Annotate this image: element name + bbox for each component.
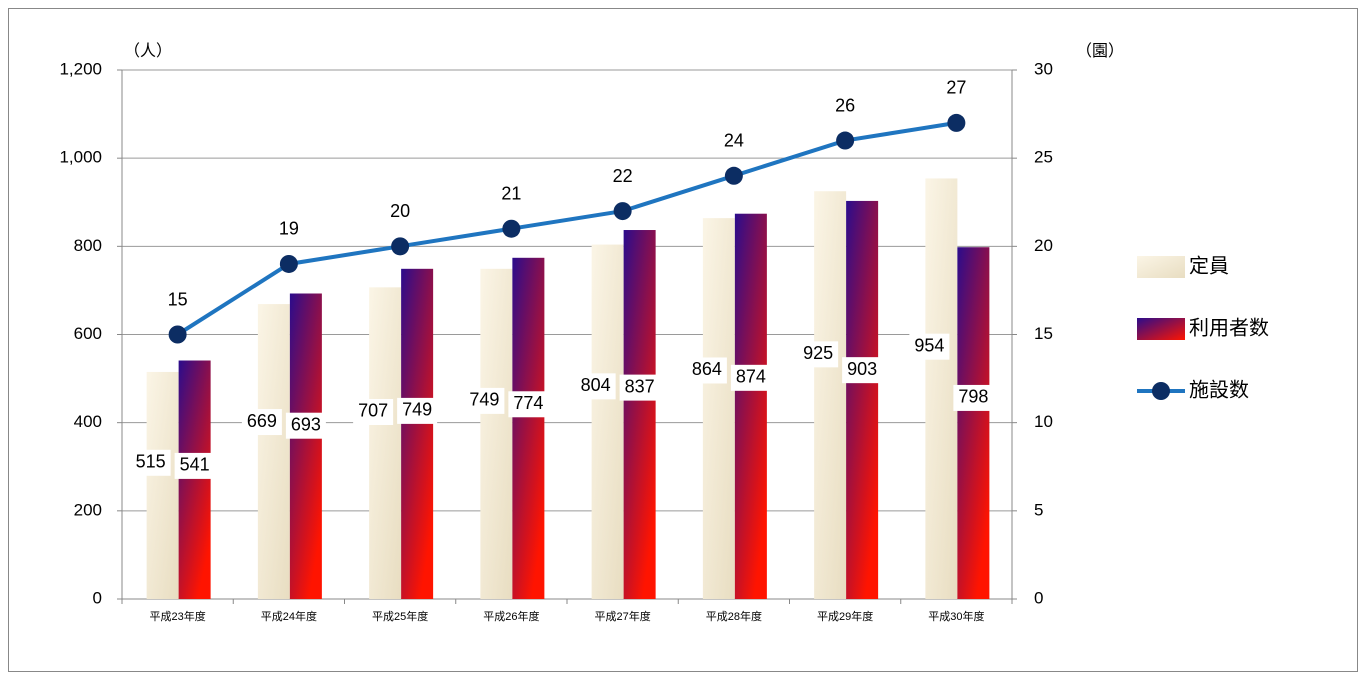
value-label-bg	[798, 341, 839, 368]
value-label: 22	[613, 166, 633, 186]
value-label: 27	[946, 78, 966, 98]
legend-marker	[1152, 382, 1170, 400]
value-label-bg	[619, 374, 660, 401]
x-tick-label: 平成29年度	[817, 609, 873, 623]
value-label-bg	[842, 357, 883, 384]
x-tick-label: 平成25年度	[372, 609, 428, 623]
legend-swatch	[1137, 318, 1185, 340]
y-tick-label: 800	[74, 236, 102, 255]
y2-tick-label: 25	[1034, 148, 1053, 167]
legend-swatch	[1137, 256, 1185, 278]
line-marker	[613, 202, 632, 221]
value-label-bg	[174, 452, 215, 479]
line-marker	[279, 254, 298, 273]
y-tick-label: 600	[74, 324, 102, 343]
value-label-bg	[353, 398, 394, 425]
y-axis-unit: （人）	[124, 42, 172, 60]
legend-label: 定員	[1189, 254, 1229, 277]
bar	[702, 218, 735, 599]
value-label: 774	[513, 393, 543, 413]
value-label: 837	[625, 376, 655, 396]
y-tick-label: 1,200	[59, 59, 102, 78]
value-label: 515	[136, 452, 166, 472]
bar	[512, 257, 545, 599]
value-label-bg	[285, 412, 326, 439]
bar	[957, 247, 990, 599]
y2-tick-label: 0	[1034, 588, 1043, 607]
value-label-bg	[686, 357, 727, 384]
y2-tick-label: 15	[1034, 324, 1053, 343]
bar	[591, 244, 624, 599]
value-label: 26	[835, 95, 855, 115]
value-label: 798	[958, 387, 988, 407]
y-tick-label: 400	[74, 412, 102, 431]
value-label: 693	[291, 414, 321, 434]
value-label: 749	[469, 390, 499, 410]
x-tick-label: 平成24年度	[261, 609, 317, 623]
value-label: 19	[279, 219, 299, 239]
line-marker	[391, 237, 410, 256]
chart-border	[8, 8, 1358, 672]
bar	[257, 304, 290, 599]
value-label: 707	[358, 401, 388, 421]
value-label-bg	[909, 333, 950, 360]
legend-label: 利用者数	[1189, 316, 1269, 339]
bar	[480, 268, 513, 599]
value-label: 903	[847, 359, 877, 379]
value-label: 874	[736, 367, 766, 387]
y-tick-label: 200	[74, 500, 102, 519]
legend-label: 施設数	[1189, 378, 1249, 401]
value-label-bg	[730, 364, 771, 391]
y2-tick-label: 10	[1034, 412, 1053, 431]
y2-tick-label: 30	[1034, 59, 1053, 78]
value-label: 804	[581, 375, 611, 395]
x-tick-label: 平成26年度	[483, 609, 539, 623]
bar	[401, 268, 434, 599]
value-label-bg	[130, 449, 171, 476]
value-label: 669	[247, 411, 277, 431]
line-marker	[724, 166, 743, 185]
bar	[846, 200, 879, 600]
value-label-bg	[397, 397, 438, 424]
y2-tick-label: 5	[1034, 500, 1043, 519]
bar	[623, 230, 656, 599]
value-label-bg	[953, 384, 994, 411]
x-tick-label: 平成30年度	[928, 609, 984, 623]
y2-axis-unit: （園）	[1076, 42, 1124, 60]
bar	[289, 293, 322, 599]
y-tick-label: 0	[93, 588, 102, 607]
x-tick-label: 平成28年度	[706, 609, 762, 623]
value-label-bg	[575, 373, 616, 400]
value-label: 15	[168, 289, 188, 309]
value-label: 24	[724, 131, 744, 151]
x-tick-label: 平成23年度	[150, 609, 206, 623]
bar	[814, 191, 847, 599]
value-label: 541	[180, 455, 210, 475]
value-label: 20	[390, 201, 410, 221]
line-marker	[836, 131, 855, 150]
bar	[146, 371, 179, 599]
x-tick-label: 平成27年度	[595, 609, 651, 623]
value-label-bg	[508, 391, 549, 418]
line-marker	[502, 219, 521, 238]
bar	[734, 213, 767, 599]
line	[176, 120, 957, 337]
value-label: 925	[803, 343, 833, 363]
bar	[178, 360, 211, 599]
value-label: 21	[501, 183, 521, 203]
bar	[369, 287, 402, 599]
value-label: 864	[692, 359, 722, 379]
value-label: 749	[402, 400, 432, 420]
y-tick-label: 1,000	[59, 148, 102, 167]
line-marker	[947, 113, 966, 132]
value-label: 954	[914, 335, 944, 355]
value-label-bg	[464, 387, 505, 414]
value-label-bg	[241, 409, 282, 436]
bar	[925, 178, 958, 599]
y2-tick-label: 20	[1034, 236, 1053, 255]
line-marker	[168, 325, 187, 344]
